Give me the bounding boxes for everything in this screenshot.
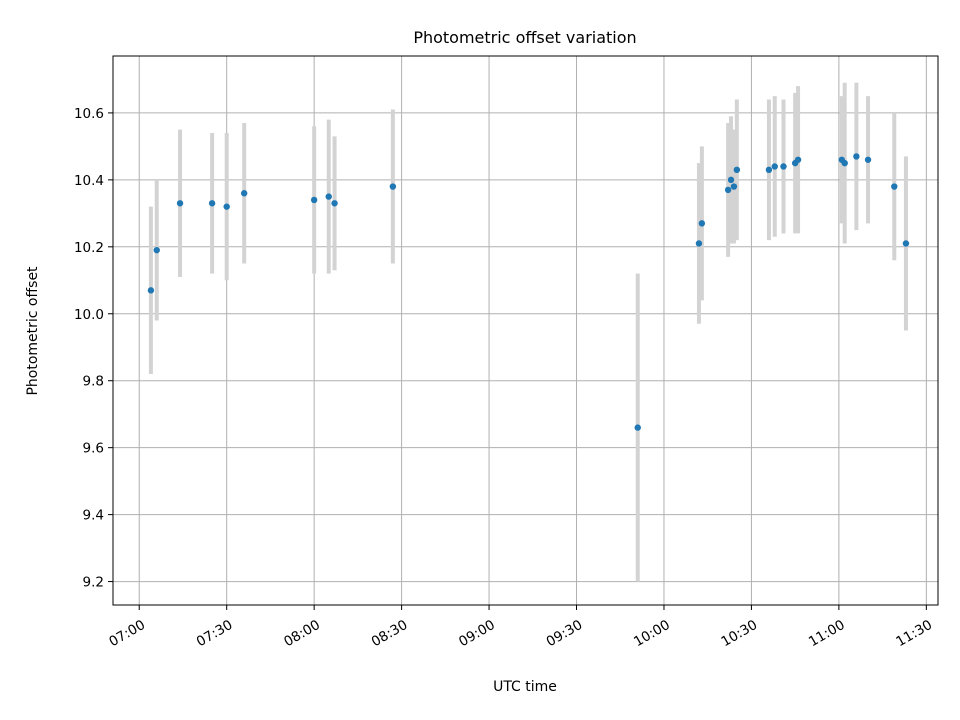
y-tick-label: 9.4 xyxy=(83,508,104,524)
data-point xyxy=(695,240,703,247)
x-axis-label: UTC time xyxy=(493,679,557,695)
data-point xyxy=(147,287,155,294)
data-point xyxy=(389,183,397,190)
data-point xyxy=(208,200,216,207)
data-point xyxy=(176,200,184,207)
data-point xyxy=(223,203,230,210)
data-point xyxy=(310,196,318,204)
data-point xyxy=(841,159,848,167)
data-point xyxy=(727,176,735,184)
data-point xyxy=(634,424,641,431)
y-tick-label: 10.6 xyxy=(74,106,104,122)
data-point xyxy=(891,183,898,190)
data-point xyxy=(240,190,248,197)
chart-title: Photometric offset variation xyxy=(413,28,636,47)
data-point xyxy=(765,166,773,174)
y-tick-label: 9.8 xyxy=(83,374,104,390)
grid-layer xyxy=(113,56,938,605)
data-point xyxy=(853,153,860,160)
data-point xyxy=(780,163,787,170)
y-axis-ticks: 9.2 9.4 9.6 9.8 10.0 10.2 10.4 10.6 xyxy=(74,106,113,591)
y-tick-label: 10.2 xyxy=(74,240,104,256)
y-axis-label: Photometric offset xyxy=(25,266,41,396)
y-tick-label: 9.6 xyxy=(83,441,104,457)
data-point xyxy=(864,156,872,163)
y-tick-label: 9.2 xyxy=(83,575,104,591)
data-point xyxy=(902,240,910,247)
plot-frame xyxy=(112,55,939,606)
data-point xyxy=(724,186,732,194)
y-tick-label: 10.4 xyxy=(74,173,104,189)
data-point xyxy=(794,156,802,163)
data-point xyxy=(698,220,706,227)
data-point xyxy=(733,166,741,174)
data-point xyxy=(331,200,338,207)
data-point xyxy=(730,183,738,190)
y-tick-label: 10.0 xyxy=(74,307,104,323)
data-point xyxy=(771,163,778,170)
point-layer xyxy=(147,153,910,431)
data-point xyxy=(153,246,160,254)
data-point xyxy=(325,193,332,200)
